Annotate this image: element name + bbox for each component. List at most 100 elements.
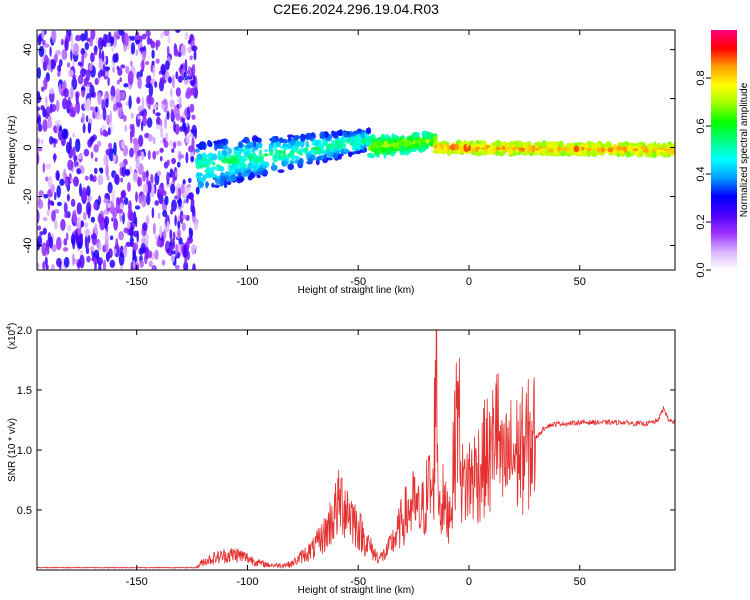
heatmap-cell xyxy=(151,207,155,219)
heatmap-cell xyxy=(535,141,542,148)
heatmap-cell xyxy=(383,140,389,149)
heatmap-cell xyxy=(145,61,150,65)
heatmap-cell xyxy=(277,169,285,174)
heatmap-cell xyxy=(44,43,50,48)
heatmap-cell xyxy=(61,38,64,46)
heatmap-cell xyxy=(216,144,223,149)
heatmap-cell xyxy=(132,230,138,238)
y-tick-label: 0 xyxy=(22,144,34,150)
heatmap-cell xyxy=(89,173,94,182)
heatmap-cell xyxy=(125,65,130,74)
heatmap-cell xyxy=(404,139,411,148)
heatmap-cell xyxy=(64,177,69,188)
heatmap-cell xyxy=(508,147,512,153)
heatmap-cell xyxy=(125,241,132,247)
heatmap-cell xyxy=(421,143,426,149)
heatmap-cell xyxy=(50,184,55,194)
heatmap-cell xyxy=(82,211,87,221)
heatmap-cell xyxy=(99,168,104,174)
heatmap-cell xyxy=(177,97,181,105)
heatmap-cell xyxy=(626,145,633,152)
heatmap-cell xyxy=(123,83,129,88)
heatmap-cell xyxy=(54,191,57,201)
heatmap-cell xyxy=(228,163,232,172)
heatmap-cell xyxy=(171,250,176,255)
heatmap-cell xyxy=(128,95,132,110)
heatmap-cell xyxy=(501,145,506,150)
heatmap-cell xyxy=(323,153,328,160)
heatmap-cell xyxy=(138,134,144,147)
heatmap-cell xyxy=(249,173,253,181)
heatmap-cell xyxy=(294,159,300,164)
heatmap-cell xyxy=(101,50,105,63)
heatmap-cell xyxy=(135,191,138,203)
colorbar-tick-label: 0.4 xyxy=(695,166,707,181)
heatmap-cell xyxy=(313,146,320,151)
heatmap-cell xyxy=(70,85,74,100)
heatmap-cell xyxy=(290,138,296,146)
heatmap-cell xyxy=(116,196,120,205)
heatmap-cell xyxy=(79,183,82,197)
heatmap-cell xyxy=(64,38,68,51)
heatmap-cell xyxy=(145,75,151,86)
heatmap-cell xyxy=(86,255,91,263)
heatmap-cell xyxy=(53,153,56,163)
heatmap-cell xyxy=(76,216,82,229)
heatmap-cell xyxy=(145,170,149,179)
heatmap-cell xyxy=(320,155,324,160)
heatmap-cell xyxy=(664,150,672,154)
heatmap-cell xyxy=(181,122,187,133)
heatmap-cell xyxy=(416,146,423,151)
heatmap-cell xyxy=(450,143,455,151)
heatmap-cell xyxy=(104,216,110,226)
heatmap-cell xyxy=(86,240,89,249)
heatmap-cell xyxy=(140,60,145,71)
heatmap-cell xyxy=(119,162,125,168)
snr-series-line xyxy=(37,330,675,570)
heatmap-cell xyxy=(166,159,170,167)
heatmap-cell xyxy=(172,231,176,241)
heatmap-cell xyxy=(154,249,159,260)
heatmap-cell xyxy=(77,74,84,85)
heatmap-cell xyxy=(161,79,167,84)
heatmap-cell xyxy=(86,185,91,197)
heatmap-cell xyxy=(221,149,228,156)
heatmap-cell xyxy=(283,148,286,156)
heatmap-cell xyxy=(326,149,330,154)
snr-x-ticks: -150 -100 -50 0 50 xyxy=(126,330,586,588)
heatmap-cell xyxy=(97,241,102,252)
heatmap-cell xyxy=(275,141,282,148)
heatmap-cell xyxy=(648,142,654,151)
heatmap-cell xyxy=(98,58,103,70)
heatmap-cell xyxy=(49,46,52,57)
heatmap-cell xyxy=(41,30,45,39)
heatmap-cell xyxy=(177,220,181,230)
heatmap-cell xyxy=(97,257,103,266)
x-tick-label: -150 xyxy=(126,576,148,588)
heatmap-cell xyxy=(180,184,185,194)
heatmap-cell xyxy=(155,150,160,155)
heatmap-cell xyxy=(511,144,516,148)
heatmap-cell xyxy=(87,98,92,110)
heatmap-cell xyxy=(143,112,147,119)
heatmap-cell xyxy=(141,200,145,207)
y-tick-label: 0.5 xyxy=(17,505,32,517)
heatmap-cell xyxy=(188,227,192,234)
heatmap-cell xyxy=(172,74,175,89)
heatmap-cell xyxy=(337,146,342,151)
heatmap-cell xyxy=(492,141,500,147)
heatmap-cell xyxy=(74,103,78,111)
heatmap-cell xyxy=(86,84,89,93)
heatmap-cell xyxy=(90,151,94,159)
heatmap-cell xyxy=(547,148,555,153)
heatmap-cell xyxy=(97,174,104,186)
heatmap-cell xyxy=(109,259,116,268)
heatmap-cell xyxy=(184,257,188,265)
heatmap-cell xyxy=(37,110,40,118)
heatmap-cell xyxy=(67,96,71,110)
heatmap-x-ticks: -150 -100 -50 0 50 xyxy=(126,30,586,288)
heatmap-cell xyxy=(118,231,124,241)
heatmap-cell xyxy=(120,64,126,69)
heatmap-cell xyxy=(601,146,605,153)
heatmap-cell xyxy=(188,145,194,153)
